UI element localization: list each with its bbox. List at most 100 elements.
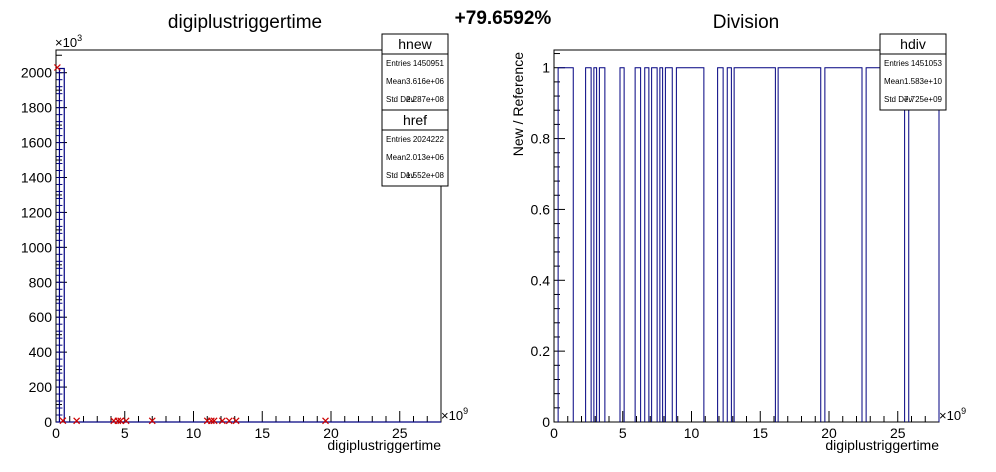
href-point [73, 417, 81, 425]
href-point [210, 417, 218, 425]
division-bin [634, 67, 642, 422]
right-x-axis-title: digiplustriggertime [825, 437, 939, 453]
href-point [148, 417, 156, 425]
x-tick-label: 15 [254, 425, 270, 441]
stats-key: Entries [386, 59, 411, 68]
stats-box-hdiv: hdiv Entries 1451053 Mean 1.583e+10 Std Dev7.… [879, 33, 947, 111]
x-tick-label: 25 [392, 425, 408, 441]
right-x-multiplier: ×109 [939, 406, 966, 423]
y-tick-label: 200 [29, 379, 53, 395]
division-bin [733, 67, 776, 422]
y-tick-label: 400 [29, 344, 53, 360]
stats-key: Mean [884, 77, 904, 86]
y-tick-label: 0 [44, 414, 52, 430]
stats-key: Mean [386, 153, 406, 162]
division-bin [717, 67, 724, 422]
href-point [232, 417, 240, 425]
y-tick-label: 1400 [21, 169, 52, 185]
x-tick-label: 10 [186, 425, 202, 441]
left-series-marks [53, 64, 441, 425]
href-point [225, 417, 233, 425]
stats-title: href [403, 112, 427, 128]
right-series-marks [557, 67, 940, 422]
y-tick-label: 0.6 [531, 201, 551, 217]
stats-value: 1450951 [413, 59, 445, 68]
stats-body-box [879, 53, 947, 111]
x-tick-label: 5 [121, 425, 129, 441]
x-tick-label: 20 [821, 425, 837, 441]
division-bin [865, 67, 906, 422]
y-tick-label: 0.4 [531, 272, 551, 288]
division-bin [777, 67, 822, 422]
href-point [207, 417, 215, 425]
x-tick-label: 25 [890, 425, 906, 441]
href-point [218, 417, 226, 425]
stats-body-box [381, 129, 449, 187]
x-tick-label: 15 [752, 425, 768, 441]
stats-value: 3.616e+06 [406, 77, 445, 86]
stats-value: 1.552e+08 [406, 171, 445, 180]
stats-body-box [381, 53, 449, 111]
right-division-pad: Division 0 5 10 15 20 25 0 0.2 0.4 0.6 0.8 1 New / … [510, 12, 966, 453]
y-tick-label: 800 [29, 274, 53, 290]
x-tick-label: 5 [619, 425, 627, 441]
stats-value: 2024222 [413, 135, 445, 144]
y-tick-label: 0.2 [531, 343, 551, 359]
division-bin [908, 67, 940, 422]
href-point [117, 417, 125, 425]
stats-value: 7.725e+09 [904, 95, 943, 104]
division-bin [598, 67, 606, 422]
y-tick-label: 600 [29, 309, 53, 325]
y-tick-label: 1 [542, 60, 550, 76]
division-bin [619, 67, 625, 422]
division-bin [593, 67, 598, 422]
href-point [59, 417, 67, 425]
division-bin [644, 67, 650, 422]
href-point [114, 417, 122, 425]
stats-box-hnew: hnew Entries 1450951 Mean 3.616e+06 Std Dev2.… [381, 33, 449, 111]
comparison-percentage: +79.6592% [455, 8, 552, 29]
href-point [53, 64, 61, 71]
x-tick-label: 20 [323, 425, 339, 441]
division-bin [585, 67, 592, 422]
left-axis-ticks: 0 5 10 15 20 25 0 200 400 600 800 1000 1200 1400 1600 1… [21, 54, 442, 441]
stats-key: Mean [386, 77, 406, 86]
y-tick-label: 0 [542, 414, 550, 430]
division-bin [824, 67, 863, 422]
stats-value: 1451053 [911, 59, 943, 68]
y-tick-label: 1600 [21, 135, 52, 151]
stats-value: 1.583e+10 [904, 77, 943, 86]
x-tick-label: 0 [52, 425, 60, 441]
stats-key: Std Dev [386, 171, 414, 180]
right-y-axis-title: New / Reference [510, 52, 526, 156]
division-bin [651, 67, 658, 422]
stats-key: Entries [386, 135, 411, 144]
stats-value: 2.287e+08 [406, 95, 445, 104]
href-point [122, 417, 130, 425]
y-tick-label: 1000 [21, 239, 52, 255]
y-tick-label: 1200 [21, 204, 52, 220]
division-bin [675, 67, 705, 422]
left-histogram-pad: digiplustriggertime 0 5 10 15 20 25 0 200 400 600… [21, 12, 468, 453]
stats-value: 2.013e+06 [406, 153, 445, 162]
stats-title: hdiv [900, 36, 926, 52]
right-axis-ticks: 0 5 10 15 20 25 0 0.2 0.4 0.6 0.8 1 [531, 53, 940, 441]
y-tick-label: 1800 [21, 100, 52, 116]
division-bin [664, 67, 673, 422]
right-stats-boxes: hdiv Entries 1451053 Mean 1.583e+10 Std Dev7.… [879, 33, 947, 111]
left-plot-title: digiplustriggertime [168, 12, 322, 33]
stats-key: Std Dev [386, 95, 414, 104]
left-x-axis-title: digiplustriggertime [327, 437, 441, 453]
x-tick-label: 10 [684, 425, 700, 441]
y-tick-label: 2000 [21, 65, 52, 81]
right-plot-title: Division [713, 12, 780, 33]
stats-title: hnew [398, 36, 432, 52]
stats-key: Entries [884, 59, 909, 68]
left-y-multiplier: ×103 [55, 33, 82, 50]
y-tick-label: 0.8 [531, 131, 551, 147]
division-bin [726, 67, 732, 422]
left-x-multiplier: ×109 [441, 406, 468, 423]
href-point [322, 417, 329, 425]
